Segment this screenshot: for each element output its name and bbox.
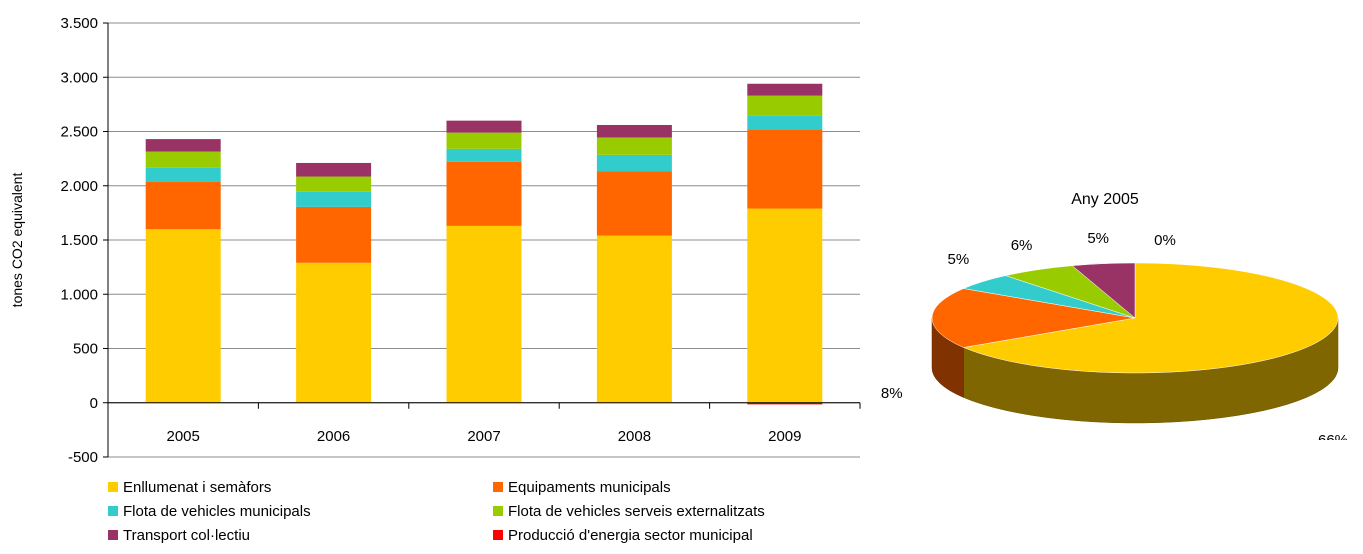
bar-segment-flota-de-vehicles-serveis-externalitzats-2009 — [747, 95, 823, 116]
legend-swatch — [493, 506, 503, 516]
bar-segment-flota-de-vehicles-municipals-2006 — [296, 191, 372, 207]
pie-value-label: 6% — [1011, 237, 1033, 254]
bar-segment-transport-col-lectiu-2009 — [747, 83, 823, 96]
stacked-bar-chart: -500 0 500 1.000 1.500 2.000 2.500 3.000 3.500 to… — [9, 15, 861, 466]
legend-item-flota-de-vehicles-serveis-externalitzats: Flota de vehicles serveis externalitzats — [493, 502, 868, 520]
bar-segment-flota-de-vehicles-municipals-2008 — [596, 154, 672, 172]
bar-segment-enllumenat-i-semafors-2006 — [296, 262, 372, 403]
legend-swatch — [108, 506, 118, 516]
y-tick-label: 0 — [90, 395, 98, 412]
y-tick-label: 3.500 — [60, 15, 98, 32]
pie-slice-transport-col-lectiu — [1071, 262, 1136, 319]
x-tick-label: 2008 — [618, 428, 651, 445]
bar-segment-flota-de-vehicles-serveis-externalitzats-2005 — [145, 151, 221, 168]
bar-segment-enllumenat-i-semafors-2008 — [596, 235, 672, 403]
y-tick-label: 1.000 — [60, 286, 98, 303]
legend-label: Producció d'energia sector municipal — [508, 526, 753, 544]
bar-segment-flota-de-vehicles-municipals-2005 — [145, 167, 221, 182]
bar-segment-flota-de-vehicles-municipals-2009 — [747, 115, 823, 130]
bar-segment-enllumenat-i-semafors-2009 — [747, 208, 823, 403]
bar-segment-transport-col-lectiu-2006 — [296, 162, 372, 177]
bar-segment-equipaments-municipals-2007 — [446, 161, 522, 226]
bar-segment-transport-col-lectiu-2007 — [446, 120, 522, 133]
legend-swatch — [493, 530, 503, 540]
bar-segment-flota-de-vehicles-municipals-2007 — [446, 148, 522, 162]
bar-segment-equipaments-municipals-2005 — [145, 181, 221, 230]
legend-label: Flota de vehicles municipals — [123, 502, 311, 520]
y-tick-label: -500 — [68, 449, 98, 466]
bar-segment-transport-col-lectiu-2005 — [145, 139, 221, 152]
legend-item-produccio-d-energia-sector-municipal: Producció d'energia sector municipal — [493, 526, 868, 544]
bar-segment-flota-de-vehicles-serveis-externalitzats-2007 — [446, 132, 522, 149]
pie-value-label: 18% — [880, 385, 903, 402]
x-tick-label: 2005 — [167, 428, 200, 445]
bar-segment-equipaments-municipals-2006 — [296, 206, 372, 263]
y-tick-label: 500 — [73, 341, 98, 358]
y-tick-label: 3.000 — [60, 69, 98, 86]
bar-segment-enllumenat-i-semafors-2007 — [446, 225, 522, 403]
y-tick-label: 2.000 — [60, 178, 98, 195]
legend-label: Transport col·lectiu — [123, 526, 250, 544]
bar-segment-enllumenat-i-semafors-2005 — [145, 229, 221, 403]
pie-value-label: 0% — [1154, 232, 1176, 249]
pie-chart: Any 2005 66% 18% 5% 6% 5% 0% — [880, 191, 1348, 440]
x-tick-label: 2007 — [467, 428, 500, 445]
legend-swatch — [493, 482, 503, 492]
bar-segment-produccio-d-energia-sector-municipal-2009 — [747, 402, 823, 405]
legend-item-equipaments-municipals: Equipaments municipals — [493, 478, 868, 496]
bar-segment-flota-de-vehicles-serveis-externalitzats-2006 — [296, 176, 372, 192]
legend-label: Equipaments municipals — [508, 478, 671, 496]
bar-segment-equipaments-municipals-2009 — [747, 129, 823, 209]
pie-value-label: 5% — [1087, 230, 1109, 247]
legend-item-transport-col-lectiu: Transport col·lectiu — [108, 526, 493, 544]
bar-segment-flota-de-vehicles-serveis-externalitzats-2008 — [596, 137, 672, 155]
x-tick-label: 2009 — [768, 428, 801, 445]
y-tick-label: 2.500 — [60, 124, 98, 141]
pie-slice-equipaments-municipals — [931, 288, 1136, 348]
legend-swatch — [108, 482, 118, 492]
legend-item-enllumenat-i-semafors: Enllumenat i semàfors — [108, 478, 493, 496]
pie-value-label: 5% — [948, 251, 970, 268]
pie-slice-enllumenat-i-semafors — [962, 262, 1339, 374]
y-axis-label: tones CO2 equivalent — [9, 173, 25, 308]
bar-segment-transport-col-lectiu-2008 — [596, 124, 672, 138]
legend-swatch — [108, 530, 118, 540]
bar-segment-equipaments-municipals-2008 — [596, 171, 672, 236]
pie-value-label: 66% — [1318, 432, 1348, 440]
legend-label: Enllumenat i semàfors — [123, 478, 272, 496]
legend: Enllumenat i semàfors Equipaments municip… — [108, 478, 868, 544]
legend-label: Flota de vehicles serveis externalitzats — [508, 502, 765, 520]
x-tick-label: 2006 — [317, 428, 350, 445]
y-tick-label: 1.500 — [60, 232, 98, 249]
pie-title: Any 2005 — [1071, 191, 1139, 208]
legend-item-flota-de-vehicles-municipals: Flota de vehicles municipals — [108, 502, 493, 520]
